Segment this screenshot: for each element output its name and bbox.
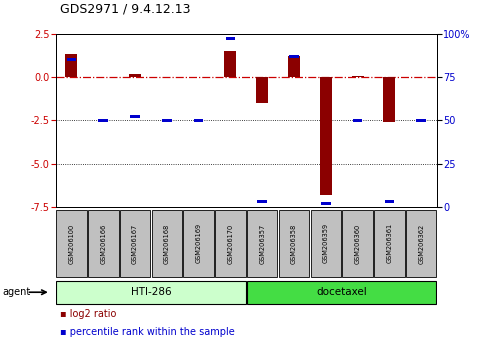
FancyBboxPatch shape bbox=[247, 280, 437, 304]
Text: agent: agent bbox=[2, 287, 30, 297]
Bar bbox=[99, 119, 108, 122]
Bar bbox=[416, 119, 426, 122]
Bar bbox=[289, 55, 299, 58]
Bar bbox=[225, 51, 237, 77]
FancyBboxPatch shape bbox=[184, 210, 214, 277]
FancyBboxPatch shape bbox=[88, 210, 118, 277]
Text: GSM206359: GSM206359 bbox=[323, 223, 329, 263]
FancyBboxPatch shape bbox=[215, 210, 246, 277]
Bar bbox=[129, 74, 141, 77]
Text: GSM206168: GSM206168 bbox=[164, 223, 170, 263]
Bar bbox=[67, 58, 76, 61]
FancyBboxPatch shape bbox=[374, 210, 405, 277]
Text: HTI-286: HTI-286 bbox=[130, 287, 171, 297]
Bar bbox=[288, 56, 300, 77]
Bar bbox=[162, 119, 171, 122]
Bar bbox=[256, 77, 268, 103]
Text: GSM206100: GSM206100 bbox=[69, 223, 74, 263]
Bar bbox=[320, 77, 332, 195]
FancyBboxPatch shape bbox=[56, 280, 246, 304]
FancyBboxPatch shape bbox=[342, 210, 373, 277]
Text: GSM206362: GSM206362 bbox=[418, 223, 424, 263]
Text: docetaxel: docetaxel bbox=[316, 287, 367, 297]
Bar bbox=[353, 119, 362, 122]
Text: GSM206360: GSM206360 bbox=[355, 223, 361, 263]
FancyBboxPatch shape bbox=[247, 210, 278, 277]
FancyBboxPatch shape bbox=[120, 210, 150, 277]
Text: GSM206167: GSM206167 bbox=[132, 223, 138, 263]
Text: GSM206361: GSM206361 bbox=[386, 223, 392, 263]
Text: GSM206169: GSM206169 bbox=[196, 223, 201, 263]
Bar bbox=[194, 119, 203, 122]
Text: ▪ log2 ratio: ▪ log2 ratio bbox=[60, 309, 117, 319]
Text: GSM206170: GSM206170 bbox=[227, 223, 233, 263]
FancyBboxPatch shape bbox=[152, 210, 182, 277]
FancyBboxPatch shape bbox=[311, 210, 341, 277]
Text: GSM206166: GSM206166 bbox=[100, 223, 106, 263]
Bar bbox=[226, 37, 235, 40]
FancyBboxPatch shape bbox=[56, 210, 87, 277]
Bar bbox=[65, 55, 77, 77]
Text: GSM206357: GSM206357 bbox=[259, 223, 265, 263]
Bar bbox=[384, 77, 396, 122]
Bar bbox=[384, 200, 394, 204]
Bar bbox=[321, 202, 330, 205]
Text: GSM206358: GSM206358 bbox=[291, 223, 297, 263]
Bar bbox=[257, 200, 267, 204]
Bar bbox=[130, 115, 140, 119]
FancyBboxPatch shape bbox=[279, 210, 309, 277]
Bar bbox=[352, 76, 364, 77]
FancyBboxPatch shape bbox=[406, 210, 437, 277]
Text: ▪ percentile rank within the sample: ▪ percentile rank within the sample bbox=[60, 327, 235, 337]
Text: GDS2971 / 9.4.12.13: GDS2971 / 9.4.12.13 bbox=[60, 3, 191, 16]
